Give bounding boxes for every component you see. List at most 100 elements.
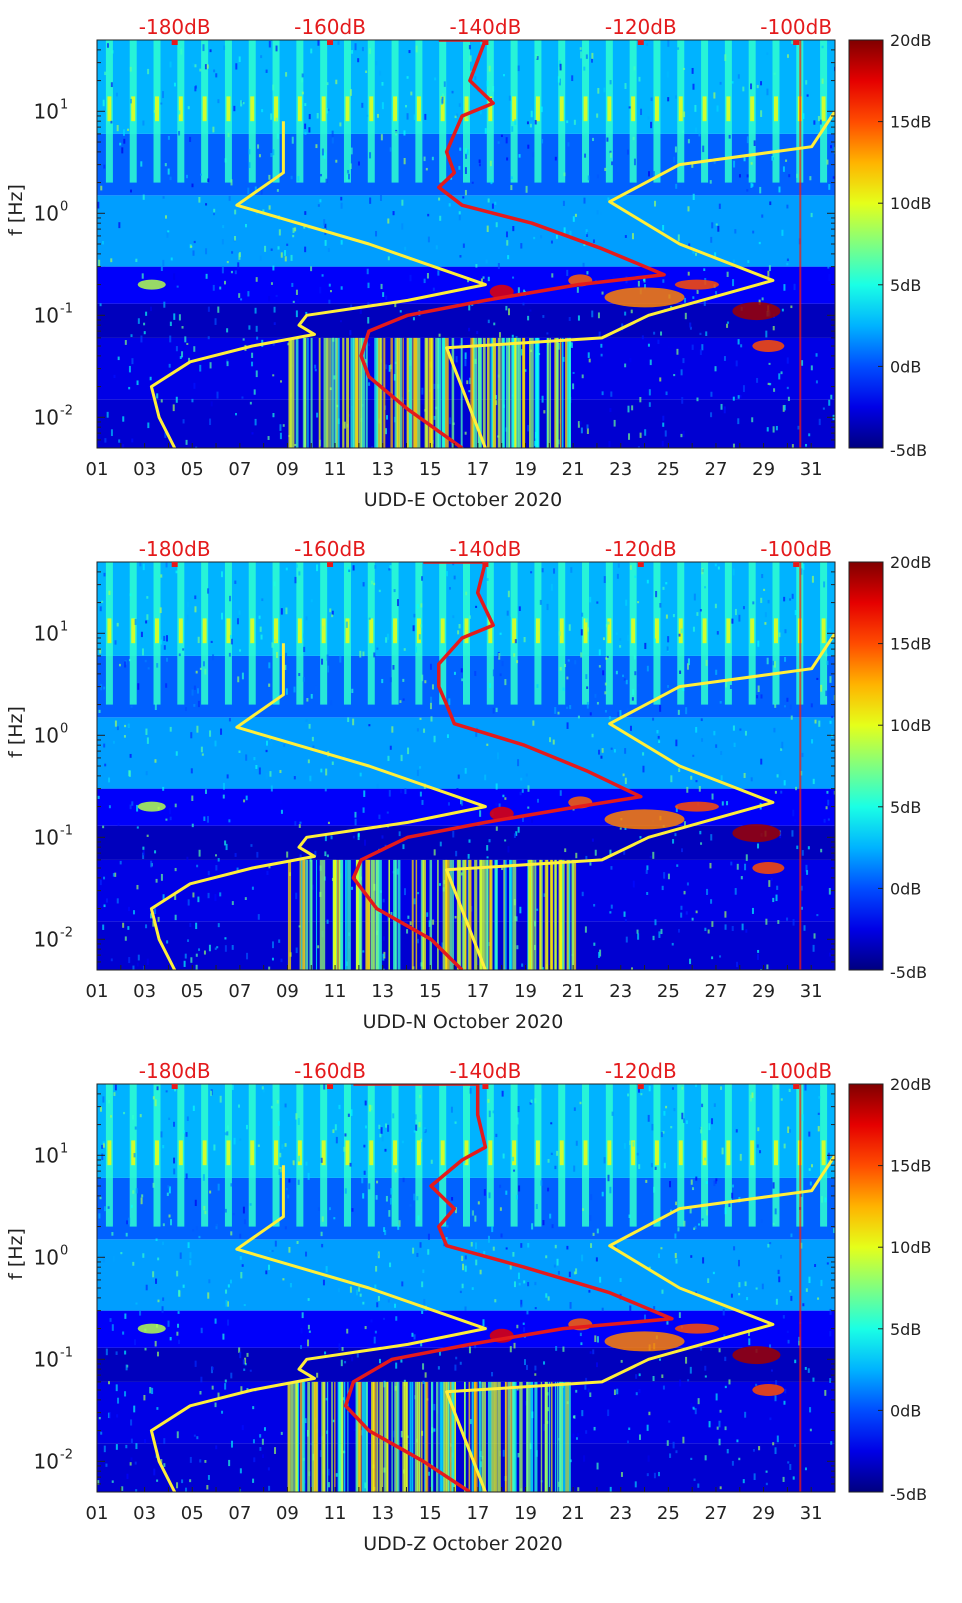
speckle: [344, 1188, 347, 1194]
speckle: [592, 137, 595, 142]
speckle: [117, 1397, 120, 1404]
speckle: [246, 1352, 249, 1357]
speckle: [689, 326, 692, 330]
speckle: [818, 1096, 821, 1099]
speckle: [587, 352, 590, 358]
lf-column: [304, 337, 307, 448]
speckle: [623, 850, 626, 855]
speckle: [459, 343, 462, 347]
heatmap-band-3: [97, 825, 835, 860]
speckle: [680, 912, 683, 918]
speckle: [502, 1153, 505, 1159]
speckle: [359, 772, 362, 777]
speckle: [818, 418, 821, 426]
speckle: [292, 227, 295, 233]
lf-column: [374, 337, 379, 448]
speckle: [619, 1278, 622, 1283]
speckle: [384, 1148, 387, 1152]
speckle: [615, 632, 618, 635]
speckle: [515, 1194, 518, 1200]
speckle: [133, 1153, 136, 1158]
speckle: [696, 289, 699, 294]
speckle: [639, 835, 642, 839]
lf-column: [307, 337, 309, 448]
speckle: [269, 1249, 272, 1253]
heatmap-band-2: [97, 337, 835, 400]
speckle: [597, 312, 600, 319]
speckle: [156, 393, 159, 399]
lf-column: [356, 859, 360, 970]
speckle: [636, 929, 639, 934]
x-tick-label: 25: [657, 459, 680, 480]
speckle: [724, 911, 727, 918]
stripe: [678, 1140, 683, 1166]
stripe: [178, 1140, 183, 1166]
speckle: [765, 1470, 768, 1473]
speckle: [319, 199, 322, 203]
speckle: [312, 745, 315, 750]
speckle: [773, 388, 776, 392]
speckle: [263, 1427, 266, 1431]
lf-column: [332, 859, 335, 970]
speckle: [230, 179, 233, 186]
speckle: [686, 882, 689, 886]
speckle: [191, 689, 194, 696]
speckle: [596, 210, 599, 215]
speckle: [162, 1241, 165, 1246]
speckle: [288, 1246, 291, 1253]
speckle: [588, 358, 591, 363]
speckle: [337, 1288, 340, 1293]
speckle: [347, 1113, 350, 1117]
speckle: [631, 697, 634, 701]
lf-column: [489, 859, 492, 970]
speckle: [631, 967, 634, 970]
speckle: [778, 632, 781, 638]
speckle: [667, 40, 670, 47]
speckle: [593, 903, 596, 907]
speckle: [317, 204, 320, 207]
speckle: [244, 1357, 247, 1365]
speckle: [703, 300, 706, 306]
speckle: [97, 1480, 100, 1485]
speckle: [288, 1178, 291, 1183]
speckle: [789, 704, 792, 710]
speckle: [168, 1214, 171, 1218]
microseism-blob: [604, 809, 685, 830]
speckle: [808, 1131, 811, 1137]
speckle: [211, 1366, 214, 1370]
stripe: [155, 618, 160, 644]
speckle: [555, 1346, 558, 1351]
speckle: [828, 184, 831, 190]
top-axis-tick: [793, 562, 800, 567]
speckle: [760, 81, 763, 86]
speckle: [500, 1233, 503, 1238]
speckle: [645, 1179, 648, 1183]
speckle: [375, 61, 378, 66]
speckle: [166, 940, 169, 944]
speckle: [527, 424, 530, 432]
speckle: [304, 103, 307, 107]
speckle: [166, 657, 169, 662]
speckle: [593, 942, 596, 946]
speckle: [547, 1187, 550, 1192]
speckle: [199, 1459, 202, 1463]
speckle: [666, 646, 669, 651]
speckle: [827, 1152, 830, 1160]
speckle: [167, 1185, 170, 1189]
speckle: [524, 1359, 527, 1366]
speckle: [612, 276, 615, 280]
speckle: [239, 649, 242, 652]
lf-column: [540, 1381, 543, 1492]
speckle: [662, 422, 665, 427]
speckle: [174, 914, 177, 921]
speckle: [108, 1100, 111, 1104]
speckle: [110, 1115, 113, 1118]
speckle: [241, 672, 244, 680]
speckle: [423, 156, 426, 162]
speckle: [477, 1201, 480, 1205]
speckle: [786, 54, 789, 58]
speckle: [258, 767, 261, 775]
speckle: [790, 715, 793, 720]
x-tick-label: 17: [466, 1503, 489, 1524]
speckle: [735, 360, 738, 367]
